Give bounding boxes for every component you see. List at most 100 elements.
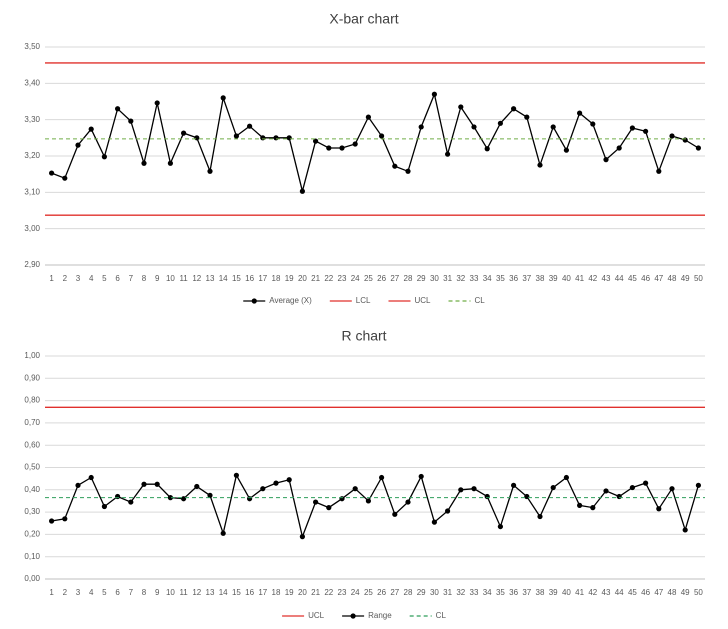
x-tick-label: 20: [298, 274, 307, 283]
x-tick-label: 32: [456, 274, 465, 283]
x-tick-label: 27: [390, 274, 399, 283]
x-tick-label: 35: [496, 274, 505, 283]
x-tick-label: 34: [483, 274, 492, 283]
legend-label: UCL: [308, 611, 325, 620]
data-point: [643, 480, 649, 486]
x-tick-label: 44: [615, 588, 624, 597]
data-point: [577, 110, 583, 116]
x-tick-label: 47: [654, 274, 663, 283]
x-tick-label: 41: [575, 588, 584, 597]
legend-marker: [350, 613, 356, 619]
x-tick-label: 9: [155, 588, 160, 597]
data-point: [616, 493, 622, 500]
legend: UCL Range CL: [282, 611, 446, 620]
data-point: [669, 486, 675, 492]
data-point: [524, 114, 530, 120]
data-point: [458, 487, 464, 493]
data-point: [484, 146, 490, 152]
data-point: [643, 128, 649, 134]
x-tick-label: 37: [522, 274, 531, 283]
x-tick-label: 33: [470, 588, 479, 597]
x-tick-label: 18: [272, 588, 281, 597]
data-point: [88, 474, 94, 481]
data-point: [194, 135, 200, 141]
data-point: [484, 493, 490, 500]
data-point: [88, 126, 94, 132]
data-point: [590, 505, 596, 511]
data-point: [392, 511, 398, 517]
x-tick-label: 8: [142, 588, 147, 597]
data-point: [682, 137, 688, 143]
x-tick-label: 13: [206, 274, 215, 283]
x-tick-label: 21: [311, 588, 320, 597]
data-point: [629, 125, 636, 131]
x-tick-label: 23: [338, 588, 347, 597]
x-tick-label: 1: [49, 588, 54, 597]
x-tick-label: 40: [562, 274, 571, 283]
x-tick-label: 23: [338, 274, 347, 283]
x-tick-label: 50: [694, 274, 703, 283]
data-point: [260, 135, 266, 141]
data-point: [352, 486, 358, 492]
data-point: [62, 175, 68, 181]
data-point: [445, 151, 451, 157]
x-tick-label: 40: [562, 588, 571, 597]
x-tick-label: 17: [258, 588, 267, 597]
x-tick-label: 42: [588, 588, 597, 597]
data-point: [326, 145, 332, 151]
data-point: [286, 477, 292, 483]
data-point: [537, 162, 543, 168]
data-point: [220, 530, 226, 536]
data-point: [49, 518, 55, 524]
data-point: [101, 154, 107, 160]
x-tick-label: 39: [549, 588, 558, 597]
x-tick-label: 39: [549, 274, 558, 283]
x-tick-label: 46: [641, 274, 650, 283]
y-tick-label: 3,10: [24, 187, 40, 196]
x-tick-label: 13: [206, 588, 215, 597]
x-tick-label: 5: [102, 274, 107, 283]
x-tick-label: 21: [311, 274, 320, 283]
x-tick-label: 7: [129, 588, 134, 597]
x-tick-label: 34: [483, 588, 492, 597]
data-point: [115, 493, 121, 500]
x-tick-label: 5: [102, 588, 107, 597]
x-tick-label: 33: [470, 274, 479, 283]
legend-label: UCL: [414, 296, 431, 305]
data-point: [75, 142, 81, 148]
legend-label: LCL: [356, 296, 371, 305]
x-tick-label: 15: [232, 588, 241, 597]
data-point: [247, 496, 253, 502]
x-tick-label: 11: [179, 274, 188, 283]
data-point: [273, 480, 279, 486]
data-point: [115, 106, 121, 112]
x-tick-label: 16: [245, 274, 254, 283]
x-tick-label: 24: [351, 274, 360, 283]
data-point: [365, 114, 371, 120]
legend: Average (X) LCL UCL CL: [243, 296, 485, 305]
y-tick-label: 0,90: [24, 373, 40, 382]
data-point: [563, 147, 570, 153]
x-tick-label: 25: [364, 274, 373, 283]
y-tick-label: 2,90: [24, 260, 40, 269]
data-point: [101, 503, 107, 510]
data-point: [207, 168, 213, 174]
data-point: [669, 133, 675, 139]
x-tick-label: 30: [430, 274, 439, 283]
data-point: [445, 508, 451, 514]
data-point: [273, 135, 279, 141]
data-point: [260, 486, 266, 492]
y-tick-label: 3,20: [24, 151, 40, 160]
data-point: [194, 483, 200, 490]
data-point: [247, 123, 253, 129]
x-tick-label: 7: [129, 274, 134, 283]
x-tick-label: 45: [628, 588, 637, 597]
x-tick-label: 47: [654, 588, 663, 597]
data-point: [392, 163, 398, 169]
y-tick-label: 3,50: [24, 42, 40, 51]
y-tick-label: 0,10: [24, 552, 40, 561]
x-tick-label: 10: [166, 588, 175, 597]
data-point: [167, 160, 173, 166]
data-point: [563, 474, 570, 481]
